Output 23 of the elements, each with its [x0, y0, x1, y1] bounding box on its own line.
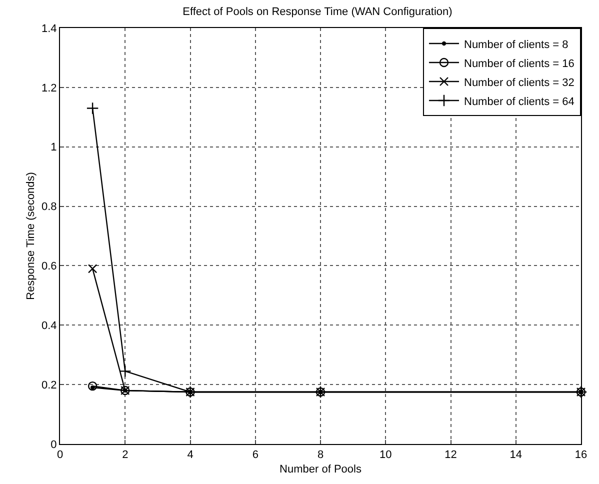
y-tick-label: 0.8 — [42, 201, 57, 214]
chart-title: Effect of Pools on Response Time (WAN Configuration) — [182, 6, 452, 18]
x-tick-label: 14 — [510, 449, 522, 462]
y-tick-label: 1.2 — [42, 82, 57, 94]
legend-label: Number of clients = 16 — [464, 58, 574, 70]
y-tick-label: 0.6 — [42, 260, 57, 273]
x-tick-label: 16 — [574, 449, 588, 462]
legend-label: Number of clients = 8 — [464, 38, 568, 51]
x-tick-label: 6 — [252, 449, 258, 462]
x-axis-title: Number of Pools — [280, 463, 362, 476]
legend-label: Number of clients = 32 — [464, 76, 574, 89]
x-tick-label: 8 — [317, 449, 324, 462]
y-axis-title: Response Time (seconds) — [25, 172, 38, 300]
y-tick-label: 0.4 — [42, 320, 57, 332]
x-tick-label: 2 — [122, 449, 128, 462]
y-tick-label: 1.4 — [42, 22, 57, 35]
x-tick-label: 12 — [444, 449, 457, 462]
y-tick-label: 1 — [50, 142, 57, 154]
x-tick-label: 4 — [187, 449, 194, 462]
y-tick-label: 0.2 — [42, 379, 57, 392]
y-tick-label: 0 — [50, 438, 57, 451]
x-tick-label: 10 — [380, 449, 392, 462]
legend-label: Number of clients = 64 — [464, 96, 574, 108]
